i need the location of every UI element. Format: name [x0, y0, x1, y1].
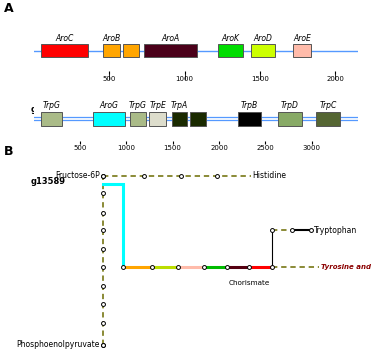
Bar	[238, 112, 261, 126]
Text: TrpD: TrpD	[281, 101, 299, 110]
Text: TrpC: TrpC	[319, 101, 337, 110]
Bar	[144, 44, 197, 57]
Bar	[316, 112, 339, 126]
Text: g6770: g6770	[30, 105, 59, 114]
Text: TrpE: TrpE	[149, 101, 166, 110]
Text: Phosphoenolpyruvate: Phosphoenolpyruvate	[17, 340, 100, 349]
Text: g13589: g13589	[30, 177, 65, 186]
Text: Tryptophan: Tryptophan	[314, 226, 358, 235]
Bar	[93, 112, 125, 126]
Bar	[150, 112, 166, 126]
Bar	[251, 44, 275, 57]
Text: TrpG: TrpG	[43, 101, 60, 110]
Text: Tyrosine and phenylalanine: Tyrosine and phenylalanine	[321, 264, 373, 270]
Text: AroK: AroK	[222, 33, 239, 42]
Text: AroE: AroE	[293, 33, 311, 42]
Text: TrpB: TrpB	[241, 101, 258, 110]
Text: AroD: AroD	[254, 33, 272, 42]
Bar	[172, 112, 188, 126]
Bar	[293, 44, 311, 57]
Text: TrpG: TrpG	[129, 101, 147, 110]
Bar	[41, 112, 62, 126]
Text: TrpA: TrpA	[171, 101, 188, 110]
Text: Histidine: Histidine	[253, 171, 286, 180]
Text: Fructose-6P: Fructose-6P	[55, 171, 100, 180]
Bar	[190, 112, 206, 126]
Bar	[130, 112, 146, 126]
Bar	[103, 44, 120, 57]
Bar	[218, 44, 243, 57]
Text: AroB: AroB	[102, 33, 120, 42]
Text: A: A	[4, 2, 13, 15]
Text: B: B	[4, 145, 13, 158]
Text: AroC: AroC	[55, 33, 74, 42]
Text: AroG: AroG	[100, 101, 119, 110]
Text: AroA: AroA	[161, 33, 179, 42]
Bar	[41, 44, 88, 57]
Bar	[278, 112, 301, 126]
Text: Chorismate: Chorismate	[229, 280, 270, 286]
Bar	[123, 44, 139, 57]
